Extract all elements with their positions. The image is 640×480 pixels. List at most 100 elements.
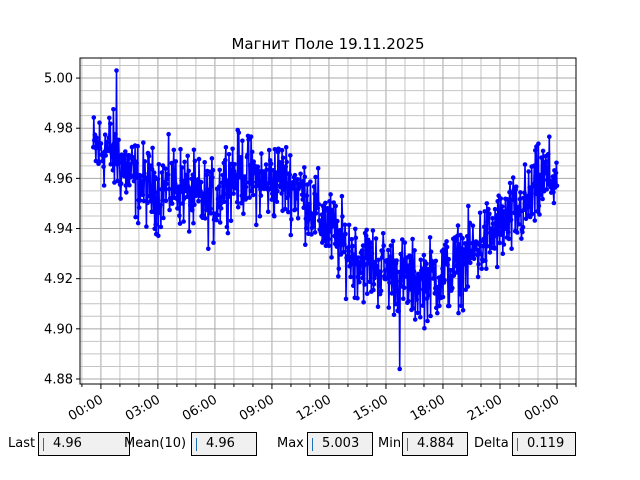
data-point: [522, 190, 527, 196]
data-point: [483, 239, 489, 245]
data-point: [510, 175, 516, 180]
data-point: [135, 143, 140, 149]
data-point: [311, 224, 316, 229]
data-point: [497, 240, 503, 246]
data-point: [532, 163, 537, 168]
data-point: [521, 207, 527, 212]
data-point: [273, 195, 278, 201]
data-point: [486, 206, 491, 212]
data-point: [397, 366, 403, 372]
data-point: [274, 199, 280, 204]
data-point: [355, 274, 361, 280]
data-point: [230, 146, 235, 152]
data-point: [266, 147, 272, 153]
data-point: [533, 191, 539, 196]
data-point: [453, 238, 458, 243]
data-point: [344, 258, 350, 263]
data-point: [98, 141, 104, 146]
data-point: [173, 159, 179, 164]
mean-value-box[interactable]: 4.96: [191, 432, 257, 456]
data-point: [336, 274, 341, 279]
max-label: Max: [277, 436, 304, 451]
data-point: [208, 206, 213, 211]
data-point: [339, 237, 344, 243]
delta-value-box[interactable]: 0.119: [512, 432, 576, 456]
data-point: [228, 161, 233, 167]
data-point: [97, 120, 102, 125]
data-point: [253, 222, 259, 228]
data-point: [231, 169, 237, 174]
data-point: [215, 212, 220, 218]
data-point: [192, 202, 197, 207]
data-point: [378, 288, 384, 294]
data-point: [506, 236, 512, 242]
data-point: [418, 314, 423, 320]
data-point: [458, 303, 464, 309]
data-point: [204, 172, 210, 178]
max-value-box[interactable]: 5.003: [307, 432, 373, 456]
data-point: [550, 174, 556, 179]
data-point: [350, 243, 356, 249]
data-point: [418, 257, 424, 263]
data-point: [363, 233, 369, 238]
x-tick-label: 00:00: [66, 392, 106, 424]
data-point: [441, 247, 446, 252]
data-point: [430, 276, 436, 281]
data-point: [380, 248, 386, 254]
min-value-box[interactable]: 4.884: [402, 432, 468, 456]
data-point: [279, 147, 285, 153]
data-point: [408, 287, 413, 292]
data-point: [432, 291, 438, 296]
data-point: [456, 242, 462, 247]
data-point: [156, 233, 161, 239]
data-point: [386, 305, 392, 310]
data-point: [294, 196, 299, 201]
data-point: [144, 224, 149, 229]
data-point: [248, 134, 254, 139]
data-point: [407, 268, 413, 274]
data-point: [114, 68, 119, 73]
data-point: [460, 308, 466, 313]
data-point: [400, 237, 405, 242]
data-point: [191, 147, 197, 153]
data-point: [139, 179, 145, 184]
data-point: [185, 153, 190, 159]
data-point: [446, 303, 452, 309]
data-point: [101, 183, 107, 188]
data-point: [498, 196, 504, 201]
data-point: [251, 170, 257, 176]
data-point: [471, 256, 477, 262]
data-point: [251, 159, 256, 164]
data-point: [267, 180, 273, 186]
data-point: [544, 187, 549, 192]
data-point: [161, 215, 166, 221]
data-point: [113, 132, 118, 137]
y-tick-label: 4.88: [44, 372, 73, 387]
data-point: [167, 207, 172, 213]
data-point: [355, 295, 360, 301]
data-point: [242, 174, 248, 179]
data-point: [331, 200, 337, 205]
data-point: [405, 263, 411, 269]
data-point: [337, 232, 343, 237]
data-point: [381, 243, 387, 248]
data-point: [177, 221, 183, 226]
data-point: [151, 170, 157, 175]
data-point: [445, 262, 450, 268]
last-value-box[interactable]: 4.96: [38, 432, 130, 456]
data-point: [353, 235, 359, 241]
data-point: [214, 217, 219, 223]
x-tick-label: 00:00: [522, 392, 562, 424]
data-point: [127, 182, 132, 188]
data-point: [502, 218, 507, 223]
data-point: [231, 191, 236, 196]
data-point: [327, 229, 333, 234]
data-point: [151, 209, 156, 214]
data-point: [224, 224, 230, 230]
data-point: [329, 207, 335, 213]
data-point: [186, 229, 192, 234]
data-point: [492, 206, 498, 212]
data-point: [181, 219, 186, 224]
data-point: [343, 296, 349, 302]
data-point: [144, 177, 150, 183]
